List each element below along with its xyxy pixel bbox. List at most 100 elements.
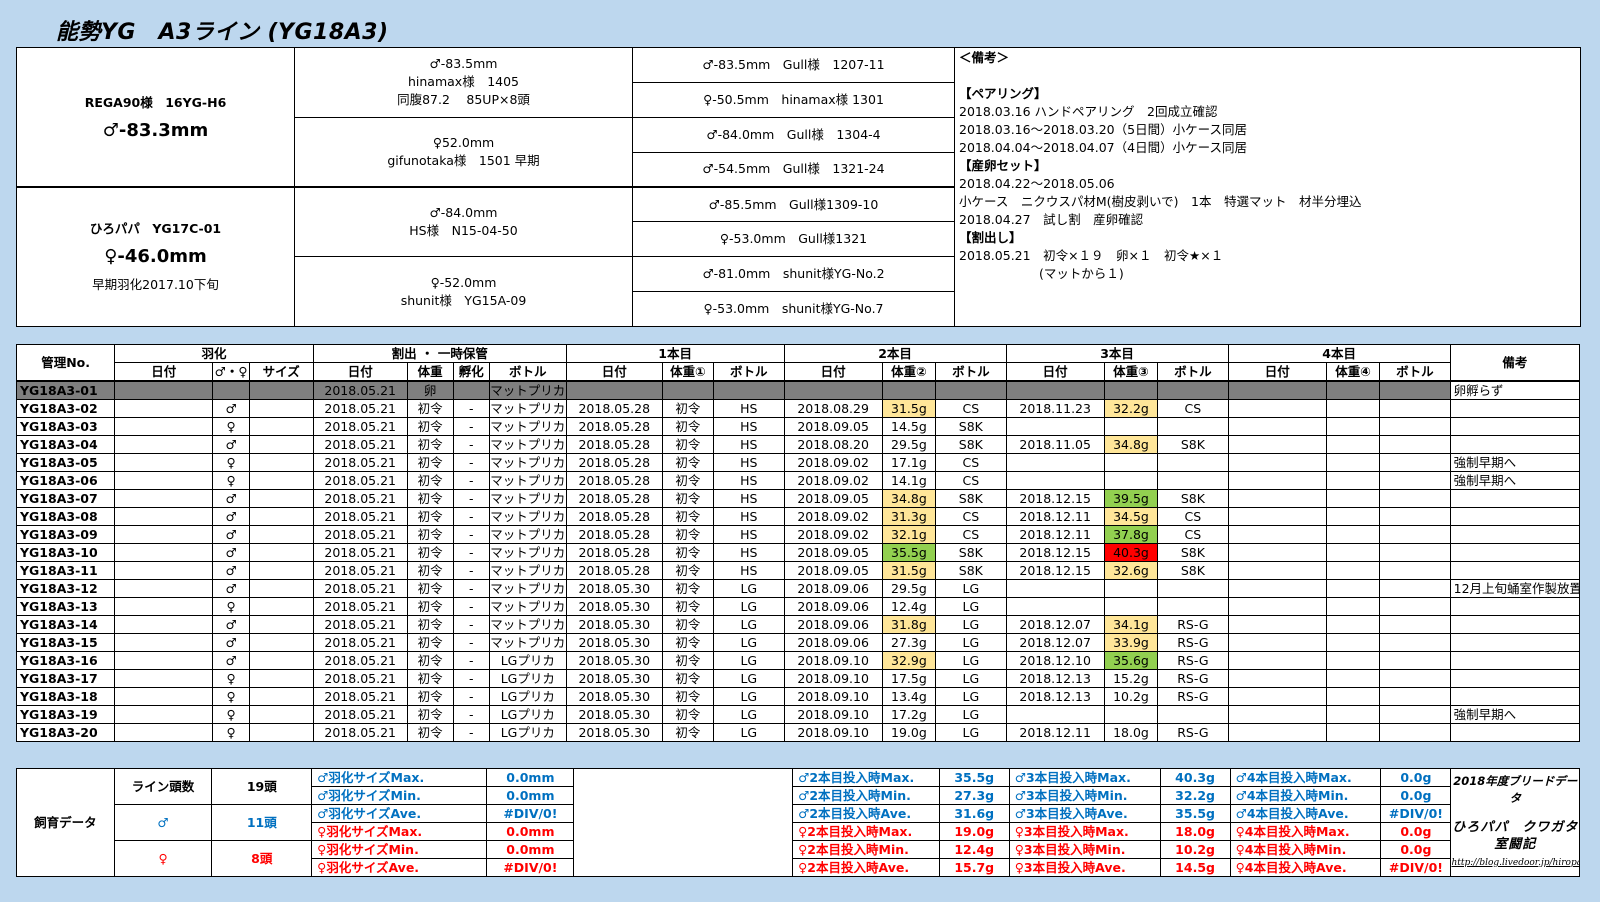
cell-size <box>248 651 314 670</box>
cell-id: YG18A3-05 <box>15 453 116 472</box>
cell-sd: 2018.05.21 <box>312 723 408 742</box>
cell-sh: - <box>452 651 490 670</box>
cell-sd: 2018.05.21 <box>312 633 408 652</box>
cell-sex: ♀ <box>212 669 250 688</box>
brand-url[interactable]: http://blog.livedoor.jp/hiropapa01/ <box>1451 858 1579 868</box>
cell-b1: HS <box>713 453 785 472</box>
cell-sh: - <box>452 435 490 454</box>
cell-w4 <box>1325 435 1381 454</box>
cell-sh: - <box>452 579 490 598</box>
cell-sb: マットプリカ <box>488 435 567 454</box>
cell-ed <box>114 543 214 562</box>
cell-d3 <box>1005 597 1105 616</box>
cell-sex: ♂ <box>212 615 250 634</box>
cell-b2: LG <box>935 651 1007 670</box>
cell-ed <box>114 597 214 616</box>
cell-d3: 2018.12.10 <box>1005 651 1105 670</box>
cell-w2 <box>881 380 937 400</box>
summary-b2-value: 19.0g <box>938 822 1010 841</box>
cell-b3: CS <box>1157 525 1229 544</box>
cell-b1: LG <box>713 723 785 742</box>
summary-eclosion-value: 0.0mm <box>486 822 575 841</box>
cell-b2: CS <box>935 525 1007 544</box>
cell-b2: LG <box>935 597 1007 616</box>
notes-cell: ＜備考＞ 【ペアリング】 2018.03.16 ハンドペアリング 2回成立確認 … <box>954 47 1581 327</box>
cell-sex: ♂ <box>212 489 250 508</box>
brand-line1: 2018年度ブリードデータ <box>1453 774 1578 805</box>
cell-b4 <box>1379 651 1451 670</box>
cell-size <box>248 525 314 544</box>
cell-b4 <box>1379 471 1451 490</box>
cell-d2: 2018.09.05 <box>783 489 883 508</box>
cell-w3 <box>1103 597 1159 616</box>
table-row: YG18A3-09 ♂ 2018.05.21 初令 - マットプリカ 2018.05.28 初… <box>15 525 1581 544</box>
header-split: 割出 ・ 一時保管 <box>312 344 567 363</box>
cell-d2: 2018.08.29 <box>783 399 883 418</box>
cell-sw: 初令 <box>406 633 454 652</box>
cell-sd: 2018.05.21 <box>312 380 408 400</box>
cell-sw: 卵 <box>406 380 454 400</box>
cell-sb: マットプリカ <box>488 543 567 562</box>
cell-d3: 2018.11.23 <box>1005 399 1105 418</box>
cell-b3 <box>1157 453 1229 472</box>
cell-sex: ♀ <box>212 705 250 724</box>
table-row: YG18A3-18 ♀ 2018.05.21 初令 - LGプリカ 2018.05.30 初令… <box>15 687 1581 706</box>
cell-sb: LGプリカ <box>488 687 567 706</box>
cell-sb: マットプリカ <box>488 380 567 400</box>
cell-sb: マットプリカ <box>488 417 567 436</box>
cell-b4 <box>1379 669 1451 688</box>
cell-b4 <box>1379 597 1451 616</box>
summary-group-label: 飼育データ <box>16 768 115 877</box>
cell-b1: LG <box>713 687 785 706</box>
summary-eclosion-label: ♀羽化サイズAve. <box>311 858 488 877</box>
cell-sw: 初令 <box>406 507 454 526</box>
cell-w3 <box>1103 471 1159 490</box>
cell-sex: ♂ <box>212 399 250 418</box>
cell-w2: 32.1g <box>881 525 937 544</box>
cell-sh: - <box>452 597 490 616</box>
cell-id: YG18A3-15 <box>15 633 116 652</box>
cell-ed <box>114 615 214 634</box>
header-bottle2: 2本目 <box>783 344 1007 363</box>
cell-d1: 2018.05.30 <box>565 651 663 670</box>
summary-blank <box>573 768 794 877</box>
cell-size <box>248 507 314 526</box>
notes-line: 2018.04.27 試し割 産卵確認 <box>959 212 1144 227</box>
summary-count-label: ♀ <box>113 840 213 877</box>
cell-sw: 初令 <box>406 525 454 544</box>
summary-b4-label: ♀4本目投入時Ave. <box>1229 858 1382 877</box>
cell-sd: 2018.05.21 <box>312 651 408 670</box>
female-parent-note: 早期羽化2017.10下旬 <box>92 277 219 292</box>
cell-d1: 2018.05.28 <box>565 471 663 490</box>
header-date: 日付 <box>565 362 663 382</box>
cell-sh: - <box>452 453 490 472</box>
cell-b4 <box>1379 615 1451 634</box>
cell-ed <box>114 399 214 418</box>
cell-sd: 2018.05.21 <box>312 615 408 634</box>
cell-w3 <box>1103 579 1159 598</box>
cell-size <box>248 723 314 742</box>
cell-w1: 初令 <box>661 687 715 706</box>
notes-egg-heading: 【産卵セット】 <box>959 158 1047 173</box>
male-parent-cell: REGA90様 16YG-H6 ♂-83.3mm <box>16 47 295 188</box>
cell-id: YG18A3-04 <box>15 435 116 454</box>
cell-b2: LG <box>935 669 1007 688</box>
cell-b3: S8K <box>1157 561 1229 580</box>
cell-d2: 2018.09.02 <box>783 453 883 472</box>
cell-w3: 37.8g <box>1103 525 1159 544</box>
cell-w1: 初令 <box>661 471 715 490</box>
cell-ed <box>114 723 214 742</box>
cell-w2: 34.8g <box>881 489 937 508</box>
summary-table: 飼育データ ライン頭数 19頭 ♂羽化サイズMax. 0.0mm ♂2本目投入時Max. 3… <box>16 768 1580 877</box>
cell-w4 <box>1325 705 1381 724</box>
cell-d1: 2018.05.28 <box>565 561 663 580</box>
cell-size <box>248 615 314 634</box>
gen2-line: ♀-52.0mm <box>430 274 497 290</box>
cell-w1: 初令 <box>661 561 715 580</box>
cell-b2: LG <box>935 579 1007 598</box>
cell-b1: HS <box>713 489 785 508</box>
cell-sex: ♂ <box>212 543 250 562</box>
cell-d1: 2018.05.30 <box>565 687 663 706</box>
cell-w2: 14.1g <box>881 471 937 490</box>
summary-b3-value: 18.0g <box>1159 822 1231 841</box>
